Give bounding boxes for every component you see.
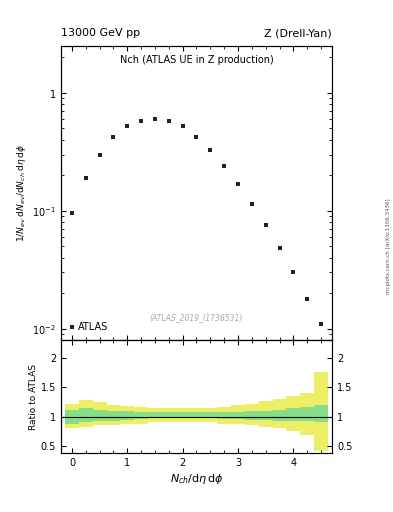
Text: 13000 GeV pp: 13000 GeV pp — [61, 28, 140, 38]
ATLAS — [152, 116, 157, 122]
Text: Nch (ATLAS UE in Z production): Nch (ATLAS UE in Z production) — [119, 55, 274, 65]
Text: Z (Drell-Yan): Z (Drell-Yan) — [264, 28, 332, 38]
ATLAS — [70, 210, 74, 217]
ATLAS — [194, 134, 199, 140]
ATLAS — [111, 134, 116, 140]
X-axis label: $N_{ch}/\mathrm{d}\eta\,\mathrm{d}\phi$: $N_{ch}/\mathrm{d}\eta\,\mathrm{d}\phi$ — [170, 472, 223, 486]
ATLAS — [236, 181, 241, 187]
ATLAS — [277, 245, 282, 251]
Legend: ATLAS: ATLAS — [66, 319, 112, 335]
ATLAS — [83, 175, 88, 181]
ATLAS — [305, 295, 310, 302]
ATLAS — [319, 321, 323, 327]
ATLAS — [291, 269, 296, 275]
ATLAS — [263, 222, 268, 228]
ATLAS — [97, 152, 102, 158]
Line: ATLAS: ATLAS — [70, 117, 323, 326]
ATLAS — [167, 118, 171, 124]
ATLAS — [222, 163, 226, 169]
ATLAS — [250, 201, 254, 207]
Y-axis label: $1/N_{ev}\;\mathrm{d}N_{ev}/\mathrm{d}N_{ch}\;\mathrm{d}\eta\,\mathrm{d}\phi$: $1/N_{ev}\;\mathrm{d}N_{ev}/\mathrm{d}N_… — [15, 144, 28, 242]
ATLAS — [139, 118, 143, 124]
ATLAS — [125, 123, 130, 130]
Y-axis label: Ratio to ATLAS: Ratio to ATLAS — [29, 364, 38, 430]
ATLAS — [180, 123, 185, 130]
Text: (ATLAS_2019_I1736531): (ATLAS_2019_I1736531) — [150, 313, 243, 323]
Text: mcplots.cern.ch [arXiv:1306.3436]: mcplots.cern.ch [arXiv:1306.3436] — [386, 198, 391, 293]
ATLAS — [208, 146, 213, 153]
